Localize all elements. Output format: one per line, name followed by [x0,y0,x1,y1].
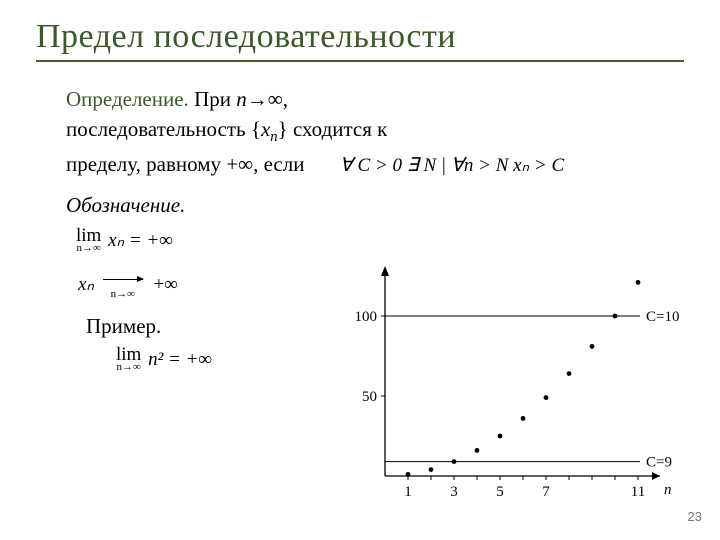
definition-label: Определение. [66,87,189,111]
formula-3: limn→∞ n² = +∞ [116,345,296,373]
svg-text:C=100: C=100 [646,309,680,325]
definition-block: Определение. При n→∞, последовательность… [36,84,684,179]
page-number: 23 [688,509,702,524]
def-xn: n [270,130,277,146]
def-t5: пределу, равному +∞, если [66,152,304,176]
quantifier: ∀ C > 0 ∃ N | ∀n > N xₙ > C [310,155,564,176]
svg-text:n: n [664,482,672,498]
def-t3: последовательность { [66,117,261,141]
f1-body: xₙ = +∞ [108,231,173,250]
notation-label: Обозначение. [66,193,296,218]
f1-sub: n→∞ [76,243,101,254]
def-n: n [236,87,247,111]
svg-text:100: 100 [355,309,378,325]
def-t2: →∞, [247,87,288,111]
def-t4: } сходится к [278,117,388,141]
svg-text:11: 11 [631,484,645,500]
long-arrow-icon [103,279,143,280]
f2-sub: n→∞ [99,289,147,300]
f2-left: xₙ [78,275,94,294]
title-rule [36,60,684,62]
def-t1: При [189,87,236,111]
f3-body: n² = +∞ [148,350,212,369]
slide-title: Предел последовательности [36,18,684,56]
svg-text:C=9: C=9 [646,455,672,471]
svg-text:7: 7 [542,484,550,500]
def-x: x [261,117,270,141]
f3-sub: n→∞ [116,362,141,373]
example-label: Пример. [86,314,296,339]
formula-2: xₙ n→∞ +∞ [76,268,296,300]
svg-text:3: 3 [450,484,458,500]
f2-right: +∞ [154,275,178,294]
svg-text:5: 5 [496,484,504,500]
scatter-chart: 1 3 5 7 11 50 100 C=100 C=9 n [340,266,680,506]
formula-1: limn→∞ xₙ = +∞ [76,226,296,254]
svg-text:50: 50 [362,389,377,405]
svg-text:1: 1 [404,484,412,500]
